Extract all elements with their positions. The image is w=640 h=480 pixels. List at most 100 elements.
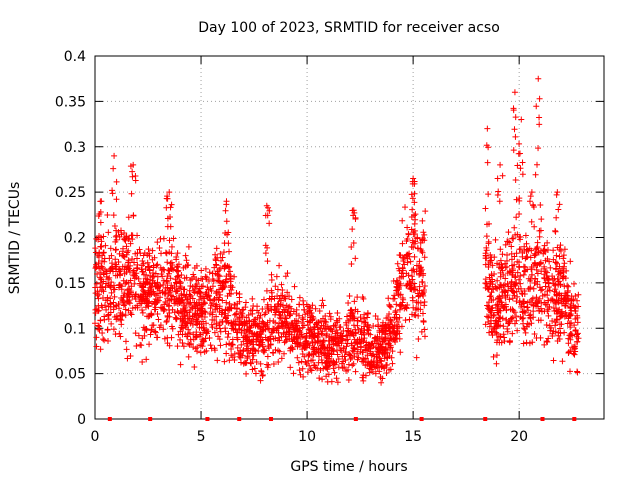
data-point	[146, 266, 153, 273]
data-point	[361, 311, 368, 318]
data-point	[485, 285, 492, 292]
data-point	[297, 371, 304, 378]
data-point	[141, 271, 148, 278]
data-point	[497, 281, 504, 288]
data-point	[408, 273, 415, 280]
data-point	[394, 260, 401, 267]
data-point	[259, 305, 266, 312]
data-point	[251, 318, 258, 325]
data-point	[242, 304, 249, 311]
data-point	[193, 281, 200, 288]
data-point	[482, 280, 489, 287]
data-point	[151, 280, 158, 287]
data-point	[296, 294, 303, 301]
data-point	[370, 358, 377, 365]
data-point	[511, 126, 518, 133]
data-point	[278, 281, 285, 288]
data-point	[236, 294, 243, 301]
data-point	[575, 291, 582, 298]
data-point	[495, 318, 502, 325]
data-point	[215, 296, 222, 303]
data-point	[571, 322, 578, 329]
data-point	[535, 317, 542, 324]
data-point	[419, 217, 426, 224]
data-point	[223, 314, 230, 321]
data-point	[501, 338, 508, 345]
data-point	[278, 355, 285, 362]
data-point	[528, 266, 535, 273]
data-point	[173, 288, 180, 295]
data-point	[144, 300, 151, 307]
data-point	[485, 314, 492, 321]
data-point	[399, 299, 406, 306]
data-point	[164, 295, 171, 302]
data-point	[233, 311, 240, 318]
data-point	[321, 318, 328, 325]
data-point	[311, 362, 318, 369]
data-point	[222, 207, 229, 214]
data-point	[282, 333, 289, 340]
data-point	[108, 279, 115, 286]
data-point	[301, 353, 308, 360]
data-point	[567, 304, 574, 311]
data-point	[296, 367, 303, 374]
data-point	[404, 224, 411, 231]
data-point	[163, 195, 170, 202]
data-point	[244, 355, 251, 362]
data-point	[159, 288, 166, 295]
data-point	[209, 283, 216, 290]
data-point	[362, 362, 369, 369]
data-point	[129, 168, 136, 175]
data-point	[492, 320, 499, 327]
data-point	[223, 218, 230, 225]
data-point	[118, 317, 125, 324]
data-point	[168, 201, 175, 208]
data-point	[375, 353, 382, 360]
data-point	[281, 350, 288, 357]
data-point	[172, 276, 179, 283]
data-point	[331, 369, 338, 376]
data-point	[213, 290, 220, 297]
zero-flag-marker	[269, 417, 274, 421]
data-point	[386, 324, 393, 331]
data-point	[272, 283, 279, 290]
data-point	[288, 320, 295, 327]
data-point	[206, 335, 213, 342]
data-point	[319, 341, 326, 348]
data-point	[180, 306, 187, 313]
data-point	[300, 322, 307, 329]
data-point	[537, 227, 544, 234]
data-point	[368, 352, 375, 359]
data-point	[187, 299, 194, 306]
data-point	[160, 281, 167, 288]
data-point	[249, 356, 256, 363]
data-point	[562, 275, 569, 282]
data-point	[334, 329, 341, 336]
data-point	[519, 315, 526, 322]
data-point	[419, 249, 426, 256]
data-point	[208, 287, 215, 294]
data-point	[98, 238, 105, 245]
data-point	[277, 301, 284, 308]
data-point	[338, 360, 345, 367]
data-point	[175, 267, 182, 274]
data-point	[164, 280, 171, 287]
x-tick-label: 10	[298, 429, 316, 445]
data-point	[536, 233, 543, 240]
data-point	[565, 348, 572, 355]
data-point	[524, 299, 531, 306]
data-point	[404, 281, 411, 288]
data-point	[510, 235, 517, 242]
zero-flag-marker	[483, 417, 488, 421]
data-point	[303, 301, 310, 308]
data-point	[118, 283, 125, 290]
data-point	[130, 161, 137, 168]
y-tick-label: 0.25	[55, 185, 86, 201]
data-point	[550, 357, 557, 364]
data-point	[483, 255, 490, 262]
data-point	[528, 301, 535, 308]
data-point	[558, 308, 565, 315]
data-point	[206, 293, 213, 300]
data-point	[413, 354, 420, 361]
data-point	[544, 269, 551, 276]
